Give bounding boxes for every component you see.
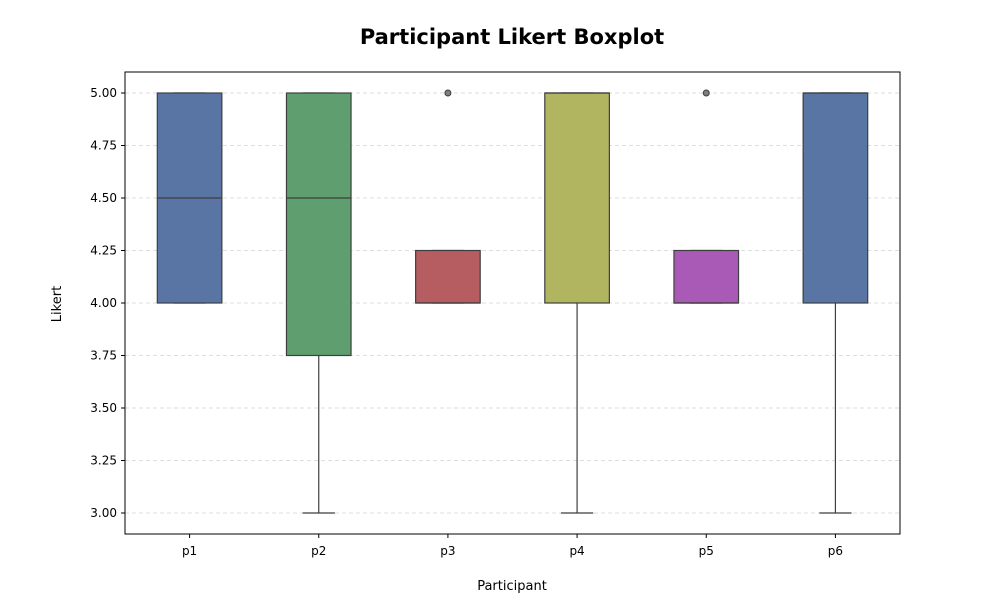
box-p5 [673,89,740,304]
y-axis-label: Likert [50,286,65,322]
box-p2 [285,92,352,514]
grid-layer [125,92,900,514]
y-tick-label: 4.25 [90,244,117,258]
box-p4 [544,92,610,514]
box-body [415,249,481,304]
y-tick-label: 4.50 [90,191,117,205]
y-tick-label: 3.75 [90,349,117,363]
box-layer [156,89,869,514]
x-tick-label: p2 [311,544,326,558]
x-tick-label: p4 [569,544,584,558]
y-tick-label: 3.25 [90,454,117,468]
chart-title: Participant Likert Boxplot [360,25,664,49]
x-tick-label: p1 [182,544,197,558]
box-body [285,92,352,357]
x-tick-label: p3 [440,544,455,558]
box-body [673,249,740,304]
x-tick-label: p6 [828,544,843,558]
y-tick-label: 4.75 [90,139,117,153]
box-p1 [156,92,223,304]
y-tick-label: 3.00 [90,506,117,520]
box-body [544,92,610,304]
y-tick-label: 4.00 [90,296,117,310]
y-tick-label: 3.50 [90,401,117,415]
box-p3 [415,89,481,304]
outlier-point [702,89,710,97]
outlier-point [444,89,452,97]
x-tick-label: p5 [699,544,714,558]
box-p6 [802,92,869,514]
y-tick-label: 5.00 [90,86,117,100]
tick-layer: 3.00 3.25 3.50 3.75 4.00 4.25 4.50 4.75 5.00 p1 p2… [90,86,843,558]
x-axis-label: Participant [477,579,547,594]
box-body [802,92,869,304]
